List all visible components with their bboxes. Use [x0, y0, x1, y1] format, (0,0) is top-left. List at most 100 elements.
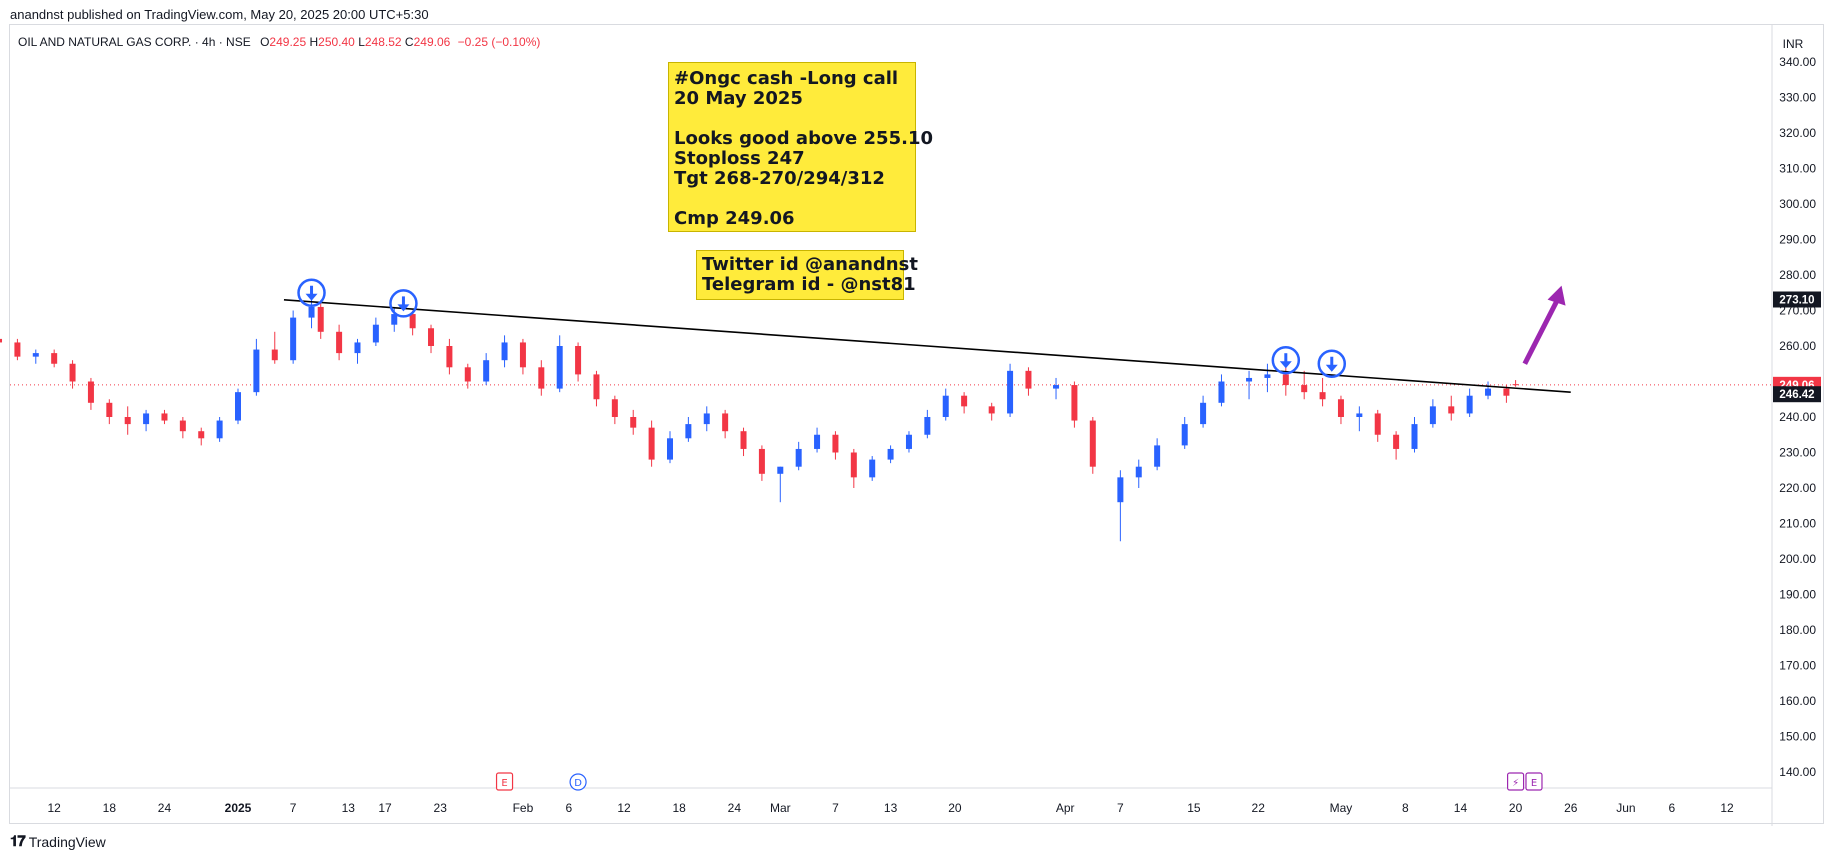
candle-body: [391, 314, 398, 325]
candle-body: [51, 353, 58, 364]
projection-arrow-icon: [1547, 285, 1566, 306]
down-arrow-head: [305, 293, 318, 301]
trade-call-note[interactable]: #Ongc cash -Long call 20 May 2025 Looks …: [668, 62, 933, 232]
candle-body: [216, 420, 223, 439]
contact-note[interactable]: Twitter id @anandnst Telegram id - @nst8…: [696, 250, 918, 300]
symbol-name[interactable]: OIL AND NATURAL GAS CORP. · 4h · NSE: [18, 35, 251, 49]
down-arrow-marker-icon: [1271, 345, 1301, 375]
candle-body: [630, 417, 637, 428]
x-tick-label: Mar: [770, 801, 791, 815]
candle-body: [1393, 434, 1400, 449]
x-tick-label: 12: [1720, 801, 1734, 815]
candle-body: [593, 374, 600, 400]
y-tick-label: 180.00: [1779, 623, 1816, 637]
candle-body: [446, 346, 453, 368]
x-tick-label: 2025: [225, 801, 252, 815]
change-value: −0.25 (−0.10%): [457, 35, 541, 49]
candle-body: [556, 346, 563, 389]
price-axis-label: 273.10: [1779, 294, 1814, 306]
candle-body: [538, 367, 545, 389]
x-tick-label: 24: [158, 801, 172, 815]
chart-frame: [9, 24, 1824, 824]
candle-body: [317, 306, 324, 332]
x-tick-label: 26: [1564, 801, 1578, 815]
y-tick-label: 320.00: [1779, 126, 1816, 140]
y-tick-label: 150.00: [1779, 730, 1816, 744]
candle-body: [143, 413, 150, 425]
candle-body: [666, 438, 673, 460]
candle-body: [1301, 385, 1308, 393]
y-tick-label: 290.00: [1779, 233, 1816, 247]
tradingview-logo[interactable]: 𝟏𝟕 TradingView: [10, 833, 106, 850]
candle-body: [308, 306, 315, 318]
x-tick-label: Feb: [513, 801, 534, 815]
candle-body: [1374, 413, 1381, 435]
candle-body: [795, 448, 802, 467]
candle-body: [1448, 406, 1455, 414]
candle-body: [372, 324, 379, 343]
x-tick-label: 8: [1402, 801, 1409, 815]
candle-body: [235, 392, 241, 421]
y-tick-label: 340.00: [1779, 55, 1816, 69]
event-marker-label: E: [501, 778, 507, 789]
y-tick-label: 210.00: [1779, 517, 1816, 531]
candle-body: [253, 349, 260, 393]
tradingview-mark-icon: 𝟏𝟕: [10, 833, 26, 850]
symbol-legend: OIL AND NATURAL GAS CORP. · 4h · NSE O24…: [18, 35, 540, 49]
tradingview-brand: TradingView: [28, 833, 106, 850]
price-axis-label-bg: [1773, 291, 1821, 308]
down-arrow-head: [397, 304, 410, 312]
candle-body: [179, 420, 186, 432]
x-tick-label: 6: [1669, 801, 1676, 815]
y-tick-label: 330.00: [1779, 91, 1816, 105]
resistance-trendline: [283, 299, 1571, 393]
y-tick-label: 230.00: [1779, 446, 1816, 460]
x-tick-label: May: [1330, 801, 1353, 815]
candle-body: [988, 406, 995, 414]
x-tick-label: 24: [728, 801, 742, 815]
x-tick-label: 22: [1252, 801, 1266, 815]
y-tick-label: 140.00: [1779, 765, 1816, 779]
down-arrow-marker-icon: [297, 278, 326, 307]
candle-body: [354, 342, 361, 354]
candle-body: [1319, 392, 1326, 400]
x-tick-label: 18: [103, 801, 117, 815]
x-tick-label: Apr: [1056, 801, 1075, 815]
candle-body: [1154, 445, 1161, 467]
candle-body: [758, 448, 765, 474]
x-tick-label: 20: [1509, 801, 1523, 815]
price-axis-label: 246.42: [1779, 389, 1814, 401]
candle-body: [722, 413, 729, 432]
candle-body: [336, 331, 343, 354]
x-tick-label: 18: [673, 801, 687, 815]
candle-body: [1429, 406, 1436, 425]
candle-body: [519, 342, 526, 368]
x-tick-label: 7: [832, 801, 839, 815]
candle-body: [942, 395, 949, 417]
candle-body: [814, 434, 821, 449]
y-tick-label: 280.00: [1779, 268, 1816, 282]
publisher-line: anandnst published on TradingView.com, M…: [10, 7, 429, 22]
candle-body: [887, 448, 894, 460]
candle-body: [1025, 370, 1032, 389]
candle-body: [1264, 374, 1271, 378]
x-tick-label: 6: [566, 801, 573, 815]
down-arrow-marker-icon: [1317, 349, 1347, 378]
candle-body: [648, 427, 655, 460]
close-value: 249.06: [413, 35, 451, 49]
candle-body: [850, 452, 857, 478]
x-tick-label: 7: [290, 801, 297, 815]
candle-body: [685, 424, 692, 439]
down-arrow-marker-icon: [389, 289, 418, 318]
candle-body: [271, 349, 278, 361]
candle-body: [777, 466, 784, 474]
candle-body: [32, 353, 39, 357]
candle-body: [740, 431, 747, 449]
open-value: 249.25: [269, 35, 307, 49]
candle-body: [924, 417, 931, 435]
candle-body: [1282, 374, 1289, 386]
candle-body: [1135, 466, 1142, 478]
open-label: O: [260, 35, 270, 49]
event-marker-icon: [495, 772, 514, 791]
